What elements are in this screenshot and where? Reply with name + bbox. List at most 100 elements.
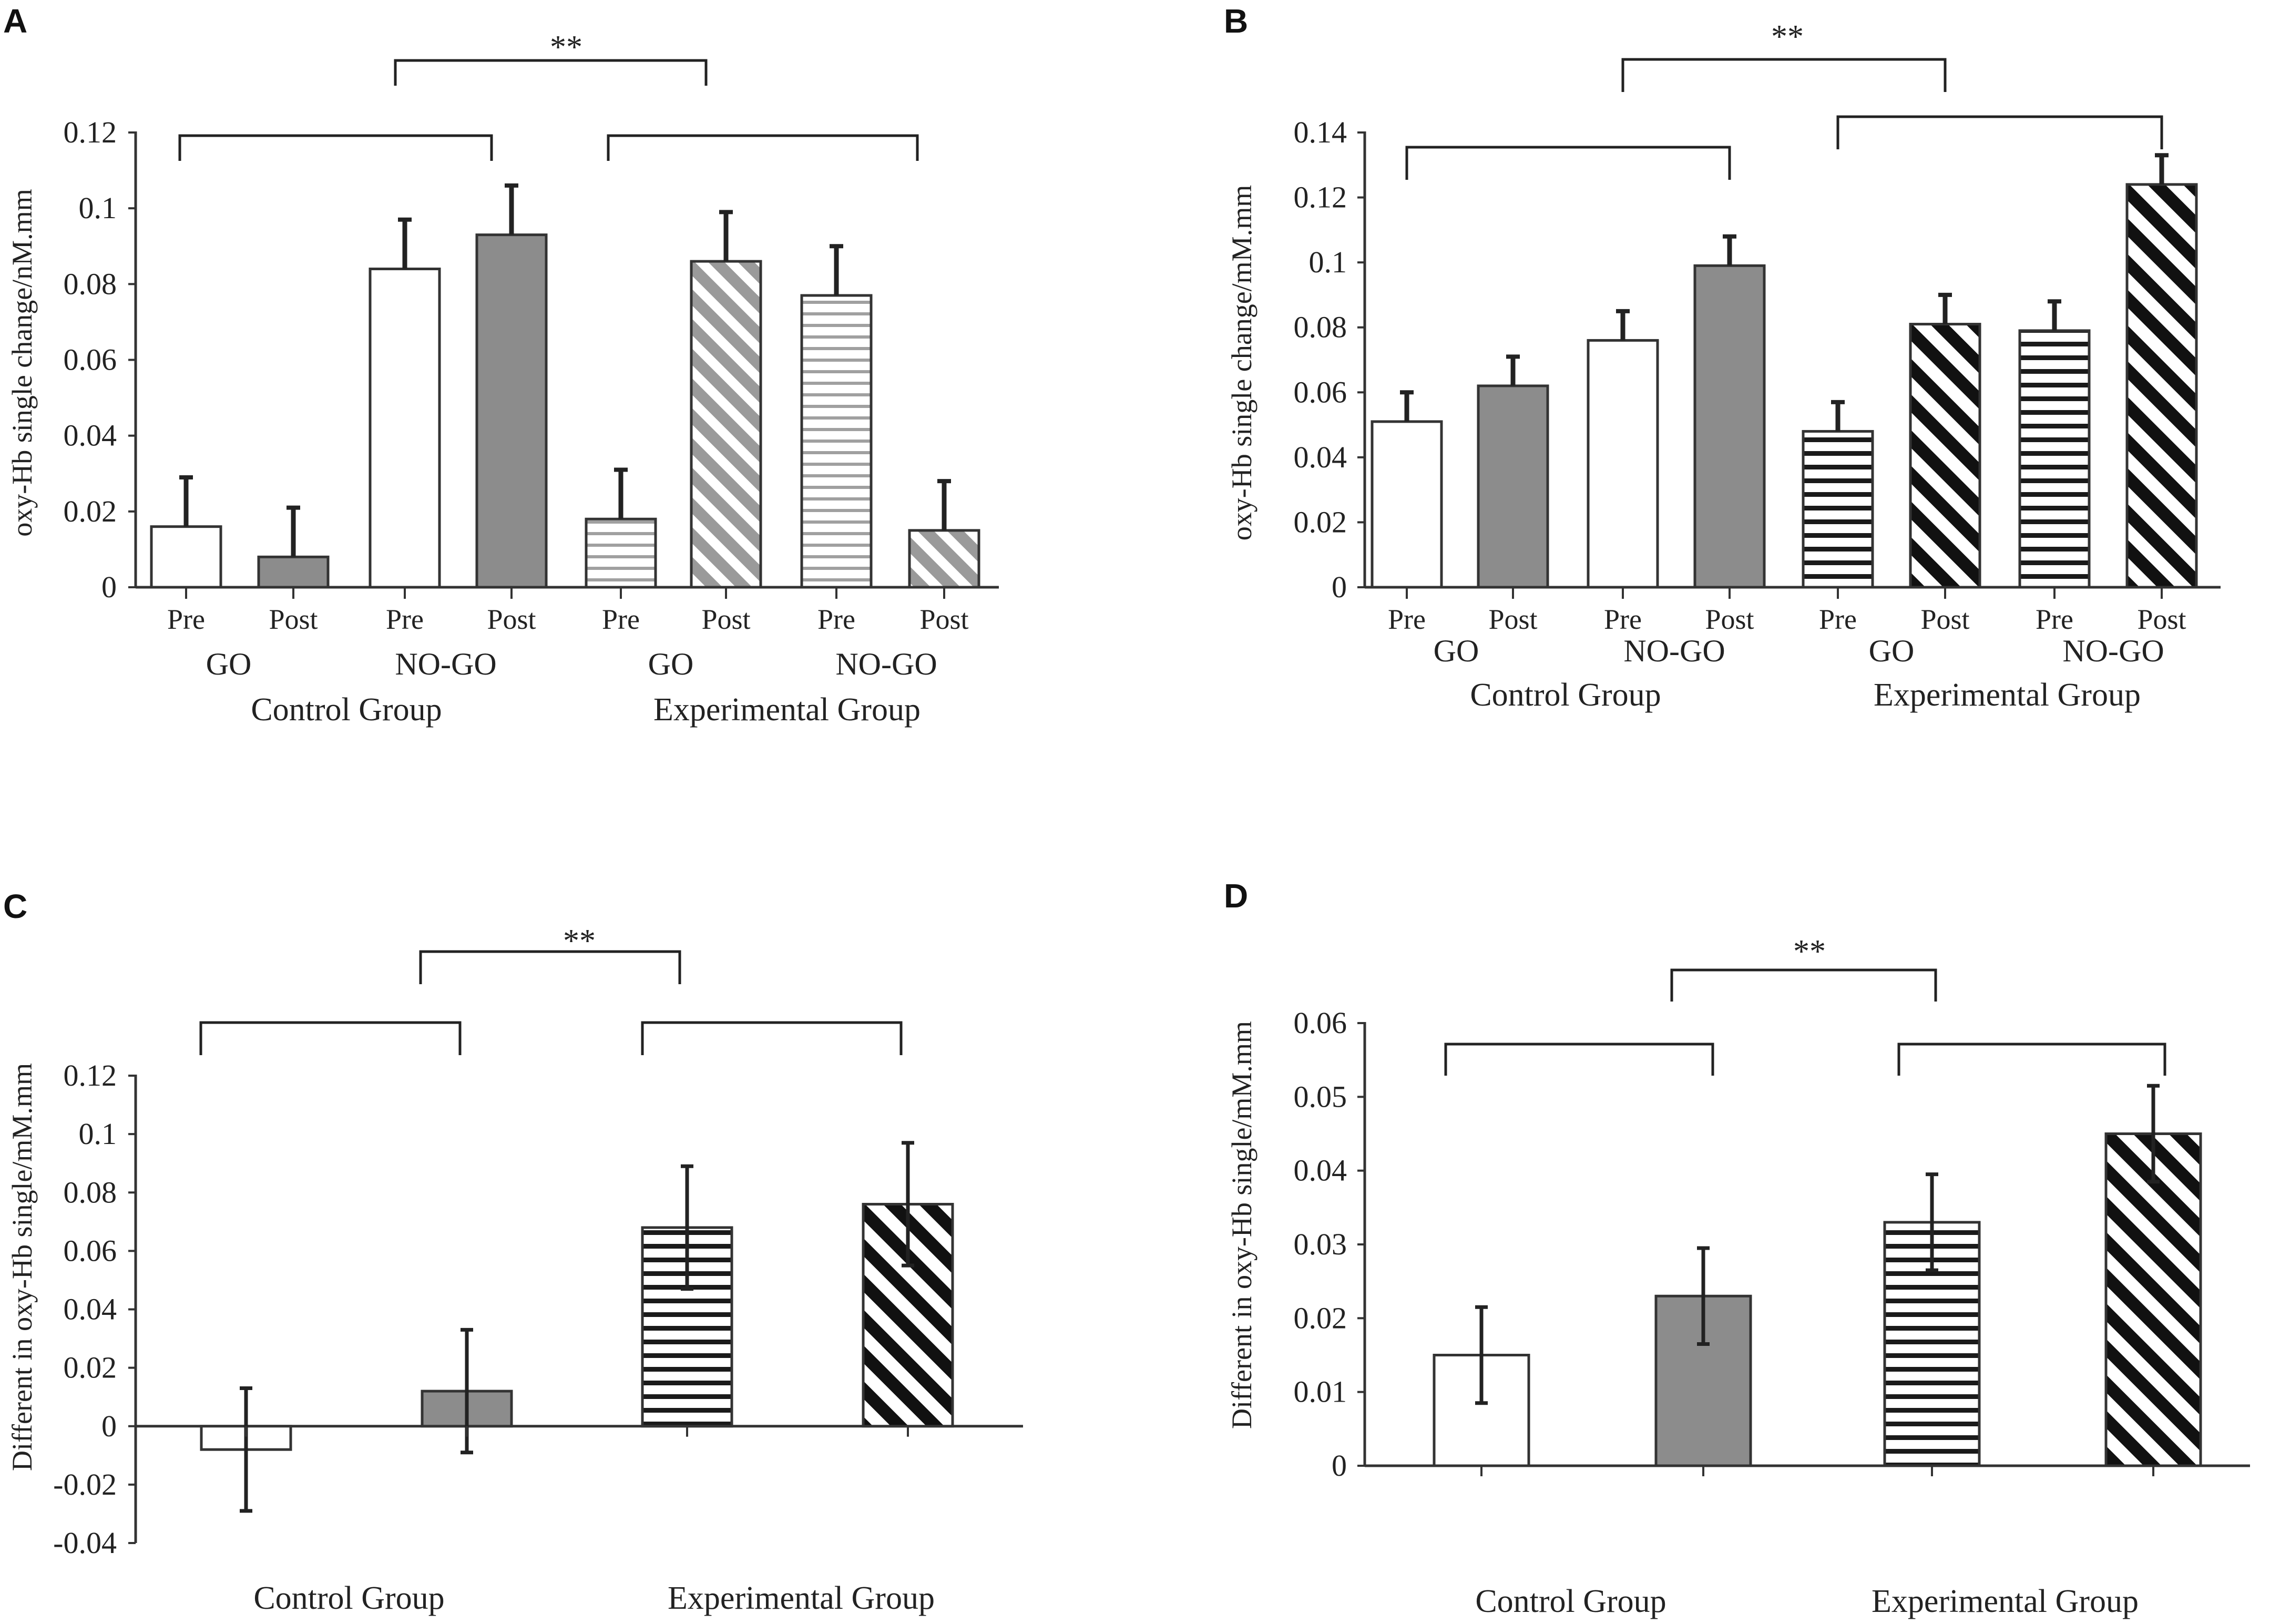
group-label: Experimental Group [1872, 1584, 2139, 1619]
panel-b: B 0 0.02 0.04 0.06 0.08 0.1 0.12 0.14 oxy-Hb sing… [1224, 2, 2221, 713]
bar [800, 294, 873, 589]
y-tick-label: 0.02 [64, 494, 117, 528]
y-tick-label: 0.02 [64, 1351, 117, 1385]
y-tick-label: 0.12 [1294, 180, 1347, 215]
y-tick-label: 0.01 [1294, 1375, 1347, 1409]
y-tick-label: 0.06 [1294, 1006, 1347, 1040]
y-tick-label: 0.1 [79, 191, 117, 225]
y-axis-label: oxy-Hb single change/nM.mm [6, 189, 38, 536]
bracket-control [1444, 1043, 1714, 1076]
group-label: Control Group [253, 1580, 444, 1616]
significance-label: ** [550, 29, 582, 65]
y-tick-label: 0.08 [1294, 310, 1347, 344]
y-tick-label: 0 [1332, 570, 1347, 604]
y-tick-label: 0.1 [1309, 245, 1347, 279]
panel-a: A 0 0.02 0.04 0.06 0.08 0.1 0.12 oxy-Hb single c… [3, 2, 999, 728]
category-label: Pre [602, 604, 640, 635]
category-label: Post [1705, 604, 1754, 635]
task-label: NO-GO [2062, 634, 2164, 668]
category-label: Post [1488, 604, 1537, 635]
y-axis-label: oxy-Hb single change/mM.mm [1226, 185, 1257, 540]
y-tick-label: 0.03 [1294, 1227, 1347, 1261]
group-label: Experimental Group [668, 1580, 935, 1616]
task-label: GO [206, 647, 252, 681]
group-label: Experimental Group [653, 692, 921, 728]
task-label: NO-GO [395, 647, 496, 681]
bar [690, 260, 762, 589]
y-tick-label: 0.04 [1294, 440, 1347, 474]
category-label: Pre [1388, 604, 1426, 635]
category-label: Post [269, 604, 318, 635]
significance-label: ** [563, 923, 596, 959]
panel-label: B [1224, 2, 1248, 40]
bracket-control [1405, 146, 1731, 180]
bar [908, 529, 980, 589]
y-tick-label: 0.14 [1294, 115, 1347, 149]
group-label: Experimental Group [1874, 677, 2141, 713]
bracket-experimental [1836, 115, 2163, 149]
significance-label: ** [1793, 934, 1826, 969]
panel-label: D [1224, 877, 1248, 915]
y-tick-label: 0.04 [64, 1292, 117, 1326]
y-tick-label: 0.06 [1294, 375, 1347, 409]
y-tick-label: 0.08 [64, 267, 117, 301]
category-label: Pre [1819, 604, 1857, 635]
y-tick-label: 0 [101, 1409, 117, 1443]
category-label: Pre [2036, 604, 2073, 635]
bar [2125, 183, 2198, 589]
category-label: Post [1920, 604, 1969, 635]
category-label: Post [701, 604, 750, 635]
bar [585, 517, 657, 589]
panel-label: C [3, 887, 27, 925]
task-label: GO [1434, 634, 1479, 668]
group-label: Control Group [251, 692, 442, 728]
bracket-control [178, 134, 493, 161]
bar [369, 268, 441, 589]
group-label: Control Group [1475, 1584, 1666, 1619]
y-tick-label: 0.1 [79, 1117, 117, 1151]
y-tick-label: 0.02 [1294, 505, 1347, 539]
bar [1477, 384, 1549, 589]
task-label: GO [1869, 634, 1915, 668]
category-label: Post [2137, 604, 2186, 635]
category-label: Pre [817, 604, 855, 635]
category-label: Pre [1604, 604, 1642, 635]
group-label: Control Group [1470, 677, 1661, 713]
bar [1909, 323, 1981, 589]
task-label: NO-GO [835, 647, 937, 681]
task-label: GO [648, 647, 694, 681]
bar [257, 555, 330, 589]
significance-label: ** [1771, 19, 1804, 55]
bracket-experimental [641, 1021, 903, 1055]
y-tick-label: 0.05 [1294, 1079, 1347, 1114]
y-tick-label: 0.02 [1294, 1301, 1347, 1335]
y-tick-label: 0.12 [64, 115, 117, 149]
category-label: Pre [386, 604, 424, 635]
y-tick-label: -0.04 [53, 1526, 117, 1560]
bar [1802, 430, 1874, 589]
bar [1371, 420, 1443, 589]
bracket-experimental [1897, 1043, 2166, 1076]
y-tick-label: 0.04 [64, 418, 117, 453]
bar [2018, 329, 2091, 589]
panel-label: A [3, 2, 27, 40]
bar [1587, 339, 1659, 589]
y-tick-label: 0.06 [64, 343, 117, 377]
bracket-comparison [394, 59, 708, 86]
bracket-control [199, 1021, 462, 1055]
bracket-experimental [607, 134, 919, 161]
y-tick-label: 0 [101, 570, 117, 604]
y-axis-label: Different in oxy-Hb single/mM.mm [1226, 1021, 1257, 1429]
panel-c: C -0.04 -0.02 0 0.02 0.04 0.06 0.08 0.1 0.12 Diffe… [3, 887, 1023, 1616]
category-label: Post [919, 604, 968, 635]
bar [475, 233, 548, 589]
panel-d: D 0 0.01 0.02 0.03 0.04 0.05 0.06 Different in o… [1224, 877, 2250, 1619]
y-tick-label: 0.12 [64, 1058, 117, 1092]
y-tick-label: 0.08 [64, 1175, 117, 1209]
bracket-comparison [1621, 58, 1947, 92]
y-tick-label: 0.06 [64, 1233, 117, 1268]
task-label: NO-GO [1623, 634, 1725, 668]
y-tick-label: -0.02 [53, 1467, 117, 1502]
category-label: Pre [167, 604, 205, 635]
